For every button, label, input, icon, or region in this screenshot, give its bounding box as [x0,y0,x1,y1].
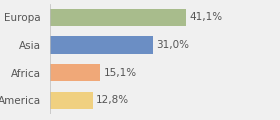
Text: 41,1%: 41,1% [189,12,222,22]
Text: 12,8%: 12,8% [96,95,129,105]
Text: 31,0%: 31,0% [156,40,189,50]
Bar [50,64,100,81]
Bar [50,92,93,109]
Bar [50,36,153,54]
Bar [50,9,186,26]
Text: 15,1%: 15,1% [103,68,137,78]
